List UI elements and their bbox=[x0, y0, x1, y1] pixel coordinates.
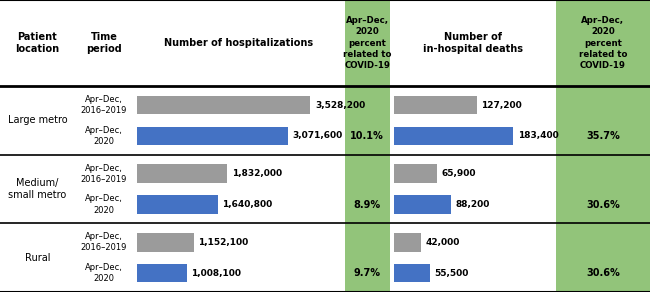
Text: 55,500: 55,500 bbox=[435, 269, 469, 278]
Text: Apr–Dec,
2020
percent
related to
COVID-19: Apr–Dec, 2020 percent related to COVID-1… bbox=[578, 16, 627, 70]
Text: 8.9%: 8.9% bbox=[354, 199, 381, 209]
Text: Apr–Dec,
2020: Apr–Dec, 2020 bbox=[85, 126, 123, 146]
Text: 127,200: 127,200 bbox=[481, 100, 522, 110]
Text: 1,640,800: 1,640,800 bbox=[222, 200, 272, 209]
Text: 1,832,000: 1,832,000 bbox=[231, 169, 281, 178]
Text: Medium/
small metro: Medium/ small metro bbox=[8, 178, 66, 200]
Bar bbox=[394, 195, 451, 214]
Text: 88,200: 88,200 bbox=[456, 200, 490, 209]
Text: 9.7%: 9.7% bbox=[354, 268, 381, 278]
Bar bbox=[394, 164, 437, 183]
Text: Number of hospitalizations: Number of hospitalizations bbox=[164, 38, 313, 48]
Text: Apr–Dec,
2016–2019: Apr–Dec, 2016–2019 bbox=[81, 164, 127, 184]
Bar bbox=[556, 0, 650, 292]
Bar bbox=[137, 127, 288, 145]
Text: 35.7%: 35.7% bbox=[586, 131, 619, 141]
Text: 3,071,600: 3,071,600 bbox=[292, 131, 343, 140]
Text: 42,000: 42,000 bbox=[426, 238, 460, 247]
Bar bbox=[394, 96, 476, 114]
Text: Apr–Dec,
2016–2019: Apr–Dec, 2016–2019 bbox=[81, 95, 127, 115]
Text: Apr–Dec,
2016–2019: Apr–Dec, 2016–2019 bbox=[81, 232, 127, 252]
Text: 10.1%: 10.1% bbox=[350, 131, 384, 141]
Text: Rural: Rural bbox=[25, 253, 50, 263]
Bar bbox=[394, 127, 514, 145]
Text: 183,400: 183,400 bbox=[518, 131, 558, 140]
Bar bbox=[394, 264, 430, 282]
Text: Large metro: Large metro bbox=[8, 115, 67, 126]
Bar bbox=[137, 233, 194, 251]
Text: 30.6%: 30.6% bbox=[586, 199, 619, 209]
Text: 1,152,100: 1,152,100 bbox=[198, 238, 248, 247]
Text: Apr–Dec,
2020: Apr–Dec, 2020 bbox=[85, 194, 123, 215]
Text: 65,900: 65,900 bbox=[441, 169, 476, 178]
Bar bbox=[137, 164, 227, 183]
Text: Apr–Dec,
2020
percent
related to
COVID-19: Apr–Dec, 2020 percent related to COVID-1… bbox=[343, 16, 391, 70]
Bar bbox=[137, 264, 187, 282]
Text: Time
period: Time period bbox=[86, 32, 122, 54]
Text: Patient
location: Patient location bbox=[16, 32, 59, 54]
Text: 30.6%: 30.6% bbox=[586, 268, 619, 278]
Text: 3,528,200: 3,528,200 bbox=[315, 100, 365, 110]
Text: 1,008,100: 1,008,100 bbox=[191, 269, 241, 278]
Bar bbox=[137, 96, 311, 114]
Text: Apr–Dec,
2020: Apr–Dec, 2020 bbox=[85, 263, 123, 283]
Bar bbox=[394, 233, 421, 251]
Bar bbox=[137, 195, 218, 214]
Text: Number of
in-hospital deaths: Number of in-hospital deaths bbox=[423, 32, 523, 54]
Bar bbox=[344, 0, 390, 292]
